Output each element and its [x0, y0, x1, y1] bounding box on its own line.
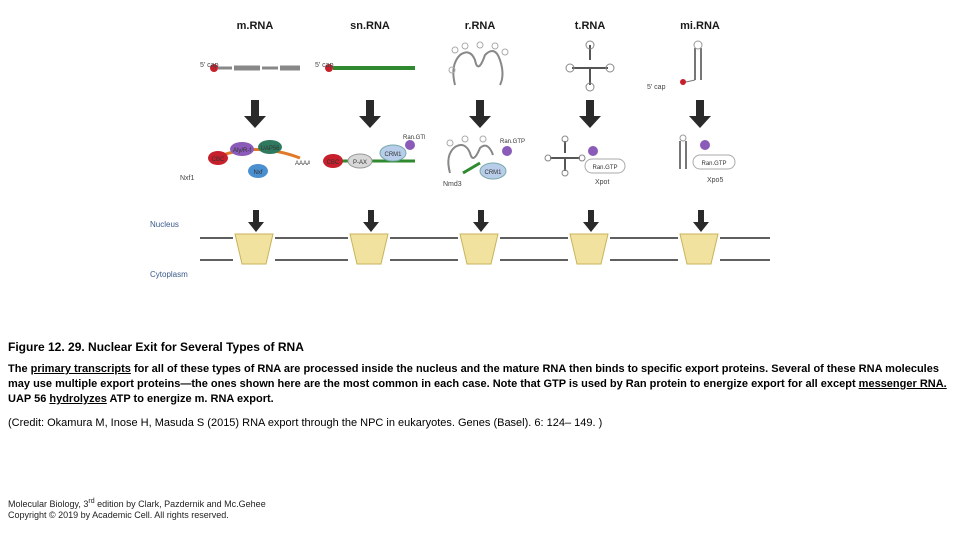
nuclear-membrane: Nucleus Cytoplasm: [200, 210, 760, 298]
mrna-transcript: 5' cap: [200, 40, 310, 95]
nucleus-label: Nucleus: [150, 220, 179, 229]
page-footer: Molecular Biology, 3rd edition by Clark,…: [8, 497, 266, 522]
figure-body: The primary transcripts for all of these…: [8, 362, 952, 407]
rrna-complex-svg: Ran.GTP CRM1: [425, 133, 535, 188]
footer-line1: Molecular Biology, 3rd edition by Clark,…: [8, 497, 266, 511]
cap-label-mirna: 5' cap: [647, 84, 665, 91]
body-text: The: [8, 363, 31, 375]
header-trna: t.RNA: [535, 20, 645, 32]
svg-text:CBC: CBC: [212, 157, 225, 163]
ul-hydrolyzes: hydrolyzes: [49, 393, 106, 405]
svg-text:CRM1: CRM1: [484, 170, 502, 176]
header-snrna: sn.RNA: [315, 20, 425, 32]
svg-text:Ran.GTP: Ran.GTP: [701, 161, 726, 167]
rrna-transcript: [425, 40, 535, 95]
svg-text:Nxf: Nxf: [254, 170, 263, 176]
figure-credit: (Credit: Okamura M, Inose H, Masuda S (2…: [8, 417, 952, 429]
svg-text:Ran.GTP: Ran.GTP: [592, 165, 617, 171]
col-mirna: mi.RNA 5' cap Ran.GTP Xpo5: [645, 20, 755, 188]
svg-text:UAP56: UAP56: [260, 146, 280, 152]
col-mrna: m.RNA 5' cap CBC Aly/R-f UAP56 Nxf AAAAA…: [200, 20, 310, 188]
ul-messenger-rna: messenger RNA.: [859, 378, 947, 390]
arrow-icon: [689, 100, 711, 128]
mrna-complex: CBC Aly/R-f UAP56 Nxf AAAAAAAA Nxf1: [200, 133, 310, 188]
arrow-icon: [579, 100, 601, 128]
mirna-complex: Ran.GTP Xpo5: [645, 133, 755, 188]
body-text: UAP 56: [8, 393, 49, 405]
col-snrna: sn.RNA 5' cap CBC P-AX CRM1 Ran.GTP: [315, 20, 425, 188]
arrow-icon: [469, 100, 491, 128]
body-text: for all of these types of RNA are proces…: [8, 363, 939, 390]
cap-label-mrna: 5' cap: [200, 62, 218, 69]
trna-complex: Ran.GTP Xpot: [535, 133, 645, 188]
nxf1-label: Nxf1: [180, 175, 194, 182]
xpo5-label: Xpo5: [707, 177, 723, 184]
svg-text:CBC: CBC: [327, 160, 340, 166]
svg-text:P-AX: P-AX: [353, 160, 367, 166]
figure-title: Figure 12. 29. Nuclear Exit for Several …: [8, 340, 952, 354]
svg-text:Aly/R-f: Aly/R-f: [233, 148, 251, 154]
rrna-complex: Ran.GTP CRM1 Nmd3: [425, 133, 535, 188]
arrow-icon: [244, 100, 266, 128]
mrna-complex-svg: CBC Aly/R-f UAP56 Nxf AAAAAAAA: [200, 133, 310, 188]
cap-label-snrna: 5' cap: [315, 62, 333, 69]
snrna-complex: CBC P-AX CRM1 Ran.GTP: [315, 133, 425, 188]
mirna-transcript: 5' cap: [645, 40, 755, 95]
snrna-transcript: 5' cap: [315, 40, 425, 95]
xpot-label: Xpot: [595, 179, 609, 186]
trna-complex-svg: Ran.GTP: [535, 133, 645, 188]
svg-text:Ran.GTP: Ran.GTP: [403, 135, 425, 141]
footer-line2: Copyright © 2019 by Academic Cell. All r…: [8, 510, 266, 522]
figure-caption: Figure 12. 29. Nuclear Exit for Several …: [8, 340, 952, 429]
header-rrna: r.RNA: [425, 20, 535, 32]
trna-transcript: [535, 40, 645, 95]
nmd3-label: Nmd3: [443, 181, 462, 188]
mirna-svg: [665, 40, 735, 95]
svg-text:Ran.GTP: Ran.GTP: [500, 139, 525, 145]
header-mirna: mi.RNA: [645, 20, 755, 32]
col-trna: t.RNA Ran.GTP Xpot: [535, 20, 645, 188]
trna-svg: [560, 40, 620, 95]
rrna-svg: [440, 40, 520, 95]
mirna-complex-svg: Ran.GTP: [645, 133, 755, 188]
membrane-svg: [200, 210, 770, 298]
snrna-complex-svg: CBC P-AX CRM1 Ran.GTP: [315, 133, 425, 188]
ul-primary-transcripts: primary transcripts: [31, 363, 131, 375]
svg-text:AAAAAAAA: AAAAAAAA: [295, 161, 310, 167]
header-mrna: m.RNA: [200, 20, 310, 32]
svg-text:CRM1: CRM1: [384, 152, 402, 158]
arrow-icon: [359, 100, 381, 128]
body-text: ATP to energize m. RNA export.: [107, 393, 274, 405]
cytoplasm-label: Cytoplasm: [150, 270, 188, 279]
col-rrna: r.RNA Ran.GTP CRM1 Nmd3: [425, 20, 535, 188]
